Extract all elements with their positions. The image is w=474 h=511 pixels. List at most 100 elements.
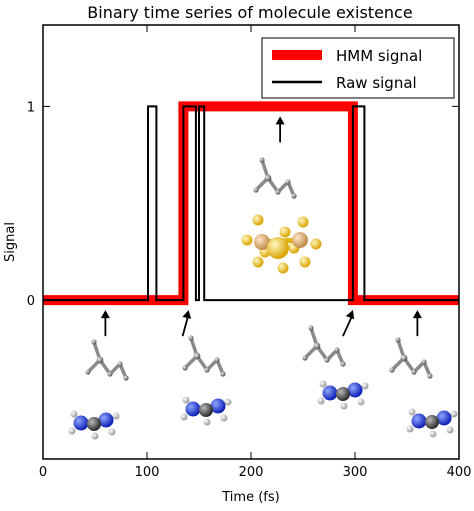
- legend-label: Raw signal: [336, 74, 417, 92]
- atom: [421, 359, 427, 365]
- atom: [411, 413, 427, 429]
- x-tick-label: 0: [39, 465, 47, 480]
- atom: [252, 256, 264, 268]
- atom: [91, 432, 99, 440]
- atom: [285, 179, 291, 185]
- atom: [450, 410, 458, 418]
- atom: [73, 415, 89, 431]
- atom: [185, 401, 201, 417]
- atom: [297, 216, 309, 228]
- atom: [446, 426, 454, 434]
- atom: [220, 414, 228, 422]
- atom: [279, 226, 291, 238]
- atom: [224, 398, 232, 406]
- atom: [91, 339, 97, 345]
- atom: [264, 174, 272, 182]
- atom: [259, 157, 265, 163]
- chart-title: Binary time series of molecule existence: [87, 3, 412, 22]
- hydrocarbon-fragment: [182, 335, 226, 377]
- atom: [214, 357, 220, 363]
- atom: [427, 373, 433, 379]
- atom: [241, 234, 253, 246]
- atom: [275, 189, 281, 195]
- y-tick-label: 0: [27, 294, 35, 309]
- atom: [436, 410, 452, 426]
- atom: [302, 355, 308, 361]
- atom: [123, 375, 129, 381]
- hmm-signal-line: [43, 101, 459, 306]
- atom: [87, 417, 101, 431]
- atom: [96, 356, 104, 364]
- raw-signal-line: [43, 105, 459, 302]
- atom: [220, 371, 226, 377]
- atom: [310, 238, 322, 250]
- annotation-arrow: [100, 310, 110, 337]
- atom: [117, 361, 123, 367]
- atom: [317, 397, 325, 405]
- y-tick-label: 1: [27, 100, 35, 115]
- atom: [324, 357, 330, 363]
- atom: [425, 415, 439, 429]
- atom: [408, 408, 416, 416]
- atom: [254, 234, 270, 250]
- axes: 0 100 200 300 400 0 1: [27, 25, 472, 480]
- x-tick-label: 300: [343, 465, 368, 480]
- atom: [334, 347, 340, 353]
- atom: [411, 369, 417, 375]
- annotation-arrow-head: [182, 310, 192, 319]
- atom: [313, 342, 321, 350]
- series-lines: [43, 101, 459, 306]
- atom: [429, 430, 437, 438]
- atom: [252, 214, 264, 226]
- plot-frame: [42, 24, 460, 460]
- atom: [308, 325, 314, 331]
- atom: [291, 193, 297, 199]
- annotation-arrow-head: [275, 116, 285, 125]
- atom: [395, 337, 401, 343]
- atom: [389, 367, 395, 373]
- atom: [322, 385, 338, 401]
- nitrogen-molecule: [180, 396, 232, 426]
- annotation-arrow: [342, 310, 355, 337]
- y-axis-label: Signal: [3, 222, 18, 262]
- atom: [406, 425, 414, 433]
- annotation-arrow-head: [412, 310, 422, 319]
- atom: [204, 367, 210, 373]
- atom: [180, 413, 188, 421]
- annotation-arrow-head: [100, 310, 110, 319]
- atom: [347, 382, 363, 398]
- atom: [253, 187, 259, 193]
- atom: [319, 380, 327, 388]
- atom: [340, 402, 348, 410]
- annotation-arrow: [181, 310, 192, 337]
- atom: [292, 232, 308, 248]
- legend-box: [261, 37, 455, 99]
- atom: [193, 352, 201, 360]
- atom: [199, 403, 213, 417]
- x-tick-label: 200: [239, 465, 264, 480]
- atom: [107, 371, 113, 377]
- atom: [336, 387, 350, 401]
- atom: [68, 427, 76, 435]
- x-tick-label: 100: [135, 465, 160, 480]
- annotation-arrow-head: [345, 310, 355, 320]
- atom: [85, 369, 91, 375]
- x-axis-label: Time (fs): [221, 490, 279, 505]
- nitrogen-molecule: [406, 408, 458, 438]
- nitrogen-molecule: [68, 410, 120, 440]
- annotation-arrows: [100, 116, 422, 337]
- atom: [299, 256, 311, 268]
- hydrocarbon-fragment: [85, 339, 129, 381]
- atom: [112, 412, 120, 420]
- atom: [182, 365, 188, 371]
- annotation-arrow: [412, 310, 422, 337]
- x-tick-label: 400: [447, 465, 472, 480]
- atom: [70, 410, 78, 418]
- atom: [210, 398, 226, 414]
- atom: [182, 396, 190, 404]
- nitrogen-molecule: [317, 380, 369, 410]
- atom: [98, 412, 114, 428]
- atom: [340, 361, 346, 367]
- atom: [400, 354, 408, 362]
